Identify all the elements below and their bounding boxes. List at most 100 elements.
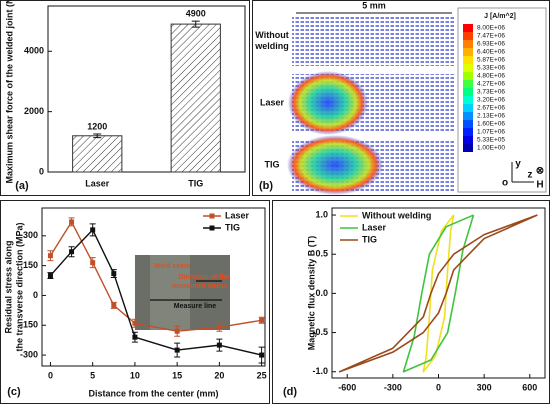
- marker: [259, 317, 265, 323]
- x-tick-label: TIG: [188, 178, 203, 188]
- colorbar-swatch: [463, 40, 473, 48]
- row-label: welding: [254, 41, 289, 51]
- colorbar-label: 4.80E+06: [477, 73, 505, 80]
- y-axis-label: Residual stress along: [3, 240, 13, 333]
- marker: [111, 302, 117, 308]
- colorbar-swatch: [463, 144, 473, 152]
- field-label: H: [536, 180, 543, 191]
- marker: [174, 328, 180, 334]
- y-tick-label: 0: [39, 166, 44, 176]
- marker: [111, 271, 117, 277]
- x-tick-label: -600: [338, 382, 356, 392]
- y-axis-label: Maximum shear force of the welded joint …: [4, 0, 14, 184]
- colorbar-swatch: [463, 96, 473, 104]
- x-tick-label: 10: [130, 370, 140, 380]
- colorbar-label: 6.40E+06: [477, 49, 505, 56]
- inset-label: Measure line: [174, 303, 217, 310]
- y-tick-label: 4000: [24, 46, 44, 56]
- colorbar-swatch: [463, 128, 473, 136]
- axis-z: z: [528, 170, 533, 181]
- x-tick-label: -300: [384, 382, 402, 392]
- marker: [132, 320, 138, 326]
- panel-label: (d): [283, 386, 297, 398]
- panel-label: (c): [7, 386, 21, 398]
- y-tick-label: -150: [20, 320, 38, 330]
- y-tick-label: 150: [23, 260, 38, 270]
- colorbar-swatch: [463, 48, 473, 56]
- colorbar-label: 6.93E+06: [477, 41, 505, 48]
- colorbar-label: 4.27E+06: [477, 81, 505, 88]
- data-label: 1200: [87, 121, 107, 131]
- colorbar-label: 5.87E+06: [477, 57, 505, 64]
- y-tick-label: 300: [23, 230, 38, 240]
- laser-hotspot: [288, 71, 368, 135]
- x-tick-label: 5: [90, 370, 95, 380]
- error-bar: [93, 133, 102, 139]
- x-tick-label: 300: [477, 382, 492, 392]
- x-tick-label: 600: [522, 382, 537, 392]
- colorbar-swatch: [463, 64, 473, 72]
- colorbar-swatch: [463, 120, 473, 128]
- colorbar-label: 1.07E+06: [477, 129, 505, 136]
- error-bar: [191, 20, 200, 28]
- inset-label: measured stress: [172, 283, 228, 290]
- marker: [90, 260, 96, 266]
- colorbar-label: 2.13E+06: [477, 113, 505, 120]
- x-axis-label: Distance from the center (mm): [88, 388, 218, 398]
- y-tick-label: 0.0: [315, 288, 328, 298]
- x-tick-label: 15: [172, 370, 182, 380]
- colorbar-swatch: [463, 72, 473, 80]
- strip-without: [292, 16, 455, 66]
- colorbar-swatch: [463, 136, 473, 144]
- panel-a-frame: [0, 0, 250, 196]
- marker: [69, 249, 75, 255]
- legend-label: Without welding: [362, 210, 431, 220]
- row-label: TIG: [265, 159, 280, 169]
- inset-photo: [135, 255, 230, 330]
- colorbar-swatch: [463, 112, 473, 120]
- colorbar-label: 3.20E+06: [477, 97, 505, 104]
- tig-hotspot: [287, 135, 383, 195]
- inset-label: Direction of the: [178, 274, 229, 281]
- scale-label: 5 mm: [362, 0, 386, 10]
- marker: [216, 342, 222, 348]
- y-tick-label: 2000: [24, 106, 44, 116]
- colorbar-swatch: [463, 88, 473, 96]
- legend-marker: [209, 225, 215, 231]
- series-line: [402, 214, 475, 373]
- colorbar-label: 3.73E+06: [477, 89, 505, 96]
- y-tick-label: -0.5: [312, 327, 328, 337]
- x-tick-label: Laser: [85, 178, 110, 188]
- colorbar-swatch: [463, 56, 473, 64]
- field-strips: [287, 7, 547, 195]
- y-tick-label: 0.5: [315, 249, 328, 259]
- marker: [216, 324, 222, 330]
- colorbar-label: 8.00E+06: [477, 25, 505, 32]
- bar: [72, 135, 123, 173]
- marker: [132, 334, 138, 340]
- y-tick-label: -300: [20, 349, 38, 359]
- colorbar-swatch: [463, 80, 473, 88]
- marker: [47, 253, 53, 259]
- x-tick-label: 25: [257, 370, 267, 380]
- inset-label: Weld seam: [154, 263, 190, 270]
- axes-box: [41, 207, 266, 367]
- y-axis-label: Magnetic flux density B (T): [306, 236, 316, 351]
- series-line: [338, 214, 538, 373]
- row-label: Laser: [260, 97, 285, 107]
- marker: [174, 347, 180, 353]
- y-axis-label: the transverse direction (MPa): [14, 222, 24, 351]
- y-tick-label: 1.0: [315, 209, 328, 219]
- colorbar-swatch: [463, 24, 473, 32]
- marker: [259, 352, 265, 358]
- panel-label: (a): [15, 180, 29, 192]
- marker: [47, 273, 53, 279]
- legend-label: Laser: [362, 222, 387, 232]
- bar: [170, 23, 221, 173]
- data-label: 4900: [186, 8, 206, 18]
- colorbar-label: 1.60E+06: [477, 121, 505, 128]
- series-line: [422, 214, 455, 373]
- weld-seam-band: [150, 255, 190, 330]
- colorbar-label: 5.33E+06: [477, 65, 505, 72]
